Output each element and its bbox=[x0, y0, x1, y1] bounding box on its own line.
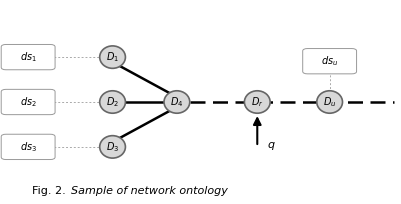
Text: $D_1$: $D_1$ bbox=[106, 50, 119, 64]
Text: $D_r$: $D_r$ bbox=[250, 95, 263, 109]
Text: $ds_3$: $ds_3$ bbox=[20, 140, 36, 154]
FancyBboxPatch shape bbox=[302, 49, 356, 74]
Text: $ds_1$: $ds_1$ bbox=[20, 50, 36, 64]
Text: Fig. 2.: Fig. 2. bbox=[32, 186, 66, 196]
Text: q: q bbox=[267, 140, 274, 150]
Text: $D_2$: $D_2$ bbox=[106, 95, 119, 109]
Ellipse shape bbox=[99, 46, 125, 68]
Ellipse shape bbox=[99, 91, 125, 113]
FancyBboxPatch shape bbox=[1, 134, 55, 160]
Ellipse shape bbox=[99, 136, 125, 158]
Ellipse shape bbox=[244, 91, 269, 113]
Text: $ds_2$: $ds_2$ bbox=[20, 95, 36, 109]
Text: $D_3$: $D_3$ bbox=[105, 140, 119, 154]
Text: $ds_u$: $ds_u$ bbox=[320, 54, 337, 68]
FancyBboxPatch shape bbox=[1, 89, 55, 115]
Text: $D_4$: $D_4$ bbox=[170, 95, 183, 109]
Ellipse shape bbox=[164, 91, 189, 113]
FancyBboxPatch shape bbox=[1, 44, 55, 70]
Text: $D_u$: $D_u$ bbox=[322, 95, 336, 109]
Text: Sample of network ontology: Sample of network ontology bbox=[64, 186, 228, 196]
Ellipse shape bbox=[316, 91, 342, 113]
